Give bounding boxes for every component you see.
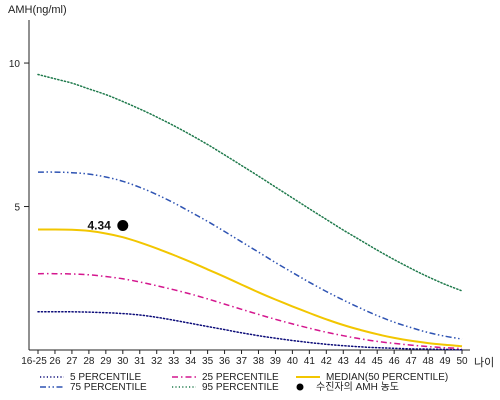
patient-amh-value: 4.34 [87, 218, 111, 232]
y-axis-title: AMH(ng/ml) [8, 4, 67, 16]
x-tick-label: 29 [100, 356, 112, 367]
x-tick-label: 39 [270, 356, 282, 367]
x-tick-label: 47 [406, 356, 418, 367]
series-line-25-percentile [37, 272, 463, 350]
legend-label: MEDIAN(50 PERCENTILE) [326, 372, 448, 383]
legend-label: 75 PERCENTILE [70, 382, 147, 393]
x-tick-label: 27 [66, 356, 78, 367]
legend-label: 25 PERCENTILE [202, 372, 279, 383]
x-axis-title: 나이 [474, 356, 494, 369]
x-axis-ticks: 16-25 26 27 28 29 30 31 32 33 34 35 36 37 38 39 40 41 42 4… [21, 350, 468, 367]
x-tick-label: 32 [151, 356, 163, 367]
x-tick-label: 50 [456, 356, 468, 367]
x-tick-label: 31 [134, 356, 146, 367]
legend-label: 95 PERCENTILE [202, 382, 279, 393]
x-tick-label: 30 [117, 356, 129, 367]
x-tick-label: 16-25 [21, 356, 47, 367]
x-tick-label: 34 [185, 356, 197, 367]
x-tick-label: 28 [83, 356, 95, 367]
x-tick-label: 26 [49, 356, 61, 367]
x-tick-label: 33 [168, 356, 180, 367]
legend-marker-swatch [296, 383, 304, 391]
x-tick-label: 49 [439, 356, 451, 367]
y-tick-label: 10 [9, 59, 21, 70]
legend-marker-label: 수진자의 AMH 농도 [316, 381, 399, 393]
x-tick-label: 40 [287, 356, 299, 367]
series-line-5-percentile [37, 311, 463, 351]
x-tick-label: 35 [202, 356, 214, 367]
x-tick-label: 46 [389, 356, 401, 367]
y-axis-ticks: 5 10 [9, 59, 29, 214]
legend-label: 5 PERCENTILE [70, 372, 141, 383]
x-tick-label: 41 [304, 356, 316, 367]
x-tick-label: 37 [236, 356, 248, 367]
x-tick-label: 36 [219, 356, 231, 367]
legend: 5 PERCENTILE 25 PERCENTILE MEDIAN(50 PERCE… [40, 372, 448, 393]
x-tick-label: 44 [355, 356, 367, 367]
x-tick-label: 45 [372, 356, 384, 367]
x-tick-label: 43 [338, 356, 350, 367]
patient-amh-point [117, 219, 129, 231]
y-tick-label: 5 [14, 203, 20, 214]
patient-marker: 4.34 [87, 218, 129, 232]
x-tick-label: 48 [423, 356, 435, 367]
series-lines [37, 73, 463, 351]
series-line-95-percentile [37, 73, 463, 292]
series-line-median-50-percentile [37, 228, 463, 348]
x-tick-label: 42 [321, 356, 333, 367]
series-line-75-percentile [37, 171, 463, 340]
x-tick-label: 38 [253, 356, 265, 367]
